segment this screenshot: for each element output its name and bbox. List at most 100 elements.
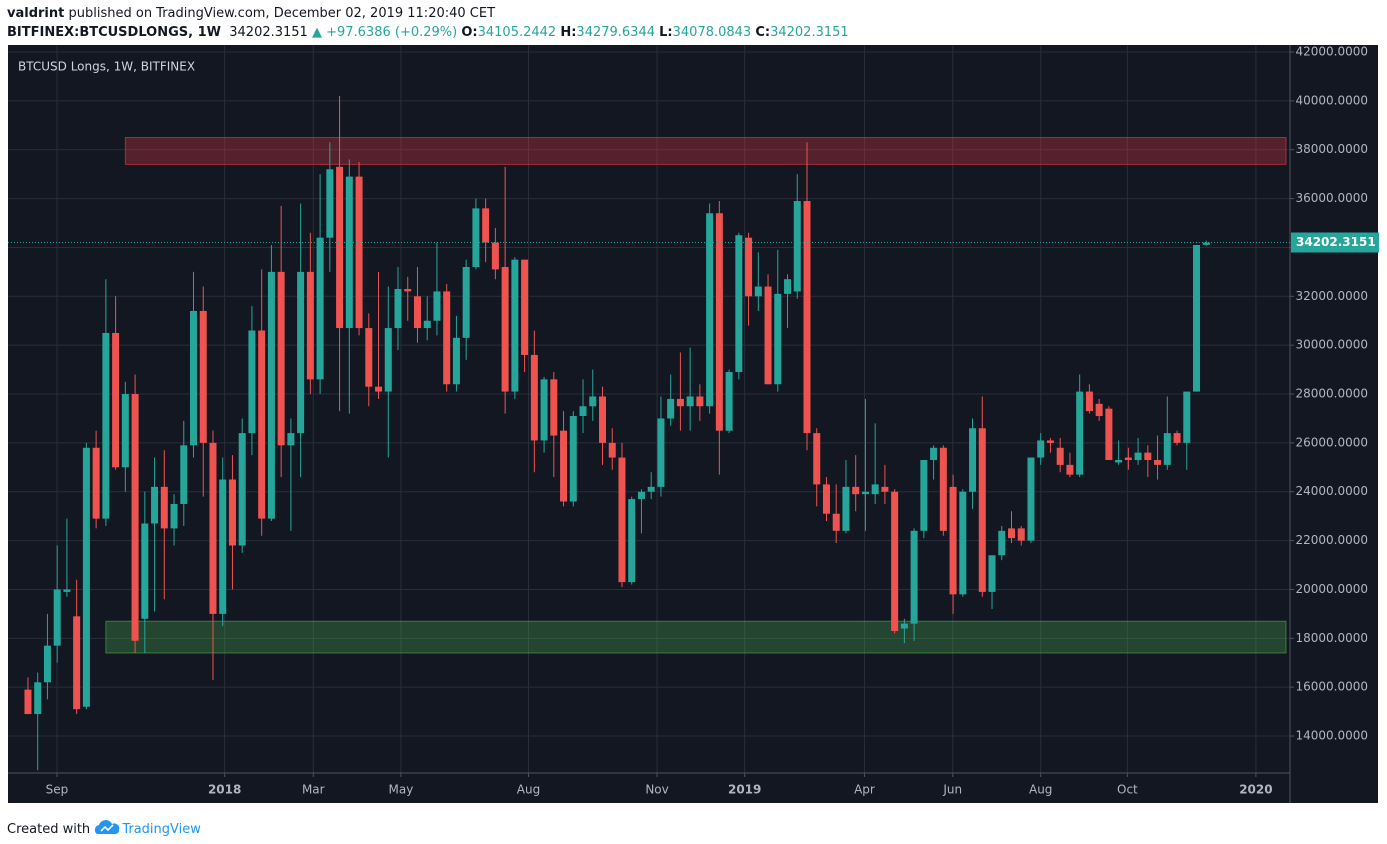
- candle-body: [472, 208, 480, 267]
- candle-body: [1202, 242, 1210, 245]
- x-tick-label: May: [389, 783, 414, 797]
- y-tick-label: 40000.0000: [1295, 93, 1368, 107]
- x-tick-label: 2018: [208, 783, 241, 797]
- candle-body: [209, 442, 217, 614]
- open-value: 34105.2442: [477, 25, 557, 40]
- candle-body: [433, 291, 441, 321]
- y-tick-label: 28000.0000: [1295, 387, 1368, 401]
- low-value: 34078.0843: [672, 25, 752, 40]
- close-value: 34202.3151: [770, 25, 849, 40]
- candle-body: [540, 379, 548, 441]
- candle-body: [345, 176, 353, 329]
- candle-body: [355, 176, 363, 329]
- author[interactable]: valdrint: [7, 6, 65, 21]
- quote-line: BITFINEX:BTCUSDLONGS, 1W 34202.3151 ▲ +9…: [7, 25, 849, 40]
- candle-body: [608, 442, 616, 458]
- candle-body: [832, 513, 840, 531]
- candle-body: [1056, 447, 1064, 465]
- candle-body: [131, 394, 139, 641]
- candle-body: [657, 418, 665, 487]
- legend: BTCUSD Longs, 1W, BITFINEX: [18, 60, 195, 74]
- candle-body: [1085, 391, 1093, 412]
- candle-body: [560, 430, 568, 502]
- candle-body: [822, 484, 830, 514]
- candle-body: [1027, 457, 1035, 541]
- chart-background: [8, 45, 1378, 803]
- x-tick-label: Aug: [517, 783, 540, 797]
- candle-body: [180, 445, 188, 504]
- candle-body: [667, 398, 675, 419]
- candle-body: [297, 271, 305, 434]
- last-price: 34202.3151: [229, 25, 308, 40]
- y-tick-label: 18000.0000: [1295, 631, 1368, 645]
- candle-body: [949, 486, 957, 595]
- candle-body: [881, 486, 889, 492]
- y-tick-label: 22000.0000: [1295, 533, 1368, 547]
- y-tick-label: 32000.0000: [1295, 289, 1368, 303]
- last-price-tag: [1291, 232, 1379, 253]
- candle-body: [73, 616, 81, 710]
- candle-body: [1173, 433, 1181, 443]
- candle-body: [413, 296, 421, 329]
- candle-body: [725, 372, 733, 431]
- zone: [105, 620, 1287, 654]
- candle-body: [599, 396, 607, 443]
- change: ▲ +97.6386 (+0.29%): [311, 25, 458, 40]
- x-tick-label: 2020: [1239, 783, 1272, 797]
- candle-body: [900, 623, 908, 629]
- candle-body: [190, 310, 198, 446]
- candle-body: [238, 433, 246, 546]
- candle-body: [384, 328, 392, 392]
- candle-body: [43, 645, 51, 683]
- candle-body: [550, 379, 558, 436]
- candle-body: [793, 201, 801, 292]
- zone: [124, 137, 1287, 165]
- y-tick-label: 16000.0000: [1295, 680, 1368, 694]
- brand[interactable]: TradingView: [122, 822, 201, 837]
- candle-body: [1037, 440, 1045, 458]
- candle-body: [920, 459, 928, 531]
- candle-body: [696, 396, 704, 407]
- candle-body: [637, 491, 645, 500]
- close-label: C:: [755, 25, 771, 40]
- candle-body: [1017, 528, 1025, 541]
- candle-body: [151, 486, 159, 524]
- candle-body: [1076, 391, 1084, 475]
- y-tick-label: 36000.0000: [1295, 191, 1368, 205]
- y-tick-label: 26000.0000: [1295, 435, 1368, 449]
- candle-body: [404, 288, 412, 292]
- candle-body: [423, 320, 431, 329]
- candle-body: [24, 689, 32, 715]
- x-tick-label: Oct: [1117, 783, 1138, 797]
- candle-body: [511, 259, 519, 392]
- candle-body: [1105, 408, 1113, 460]
- candle-body: [258, 330, 266, 519]
- candle-body: [34, 682, 42, 715]
- candle-body: [316, 237, 324, 380]
- candle-body: [443, 291, 451, 385]
- candle-body: [102, 332, 110, 519]
- candle-body: [82, 447, 90, 707]
- y-tick-label: 14000.0000: [1295, 729, 1368, 743]
- candle-body: [764, 286, 772, 385]
- candle-body: [1115, 459, 1123, 463]
- candle-body: [813, 433, 821, 485]
- candle-body: [365, 328, 373, 387]
- x-tick-label: Sep: [46, 783, 69, 797]
- last-price-label: 34202.3151: [1296, 235, 1376, 249]
- candle-body: [1154, 459, 1162, 465]
- candle-body: [482, 208, 490, 243]
- candle-body: [491, 242, 499, 270]
- y-tick-label: 24000.0000: [1295, 484, 1368, 498]
- x-tick-label: 2019: [728, 783, 761, 797]
- candle-body: [452, 337, 460, 385]
- candle-body: [277, 271, 285, 446]
- candle-body: [248, 330, 256, 434]
- candle-body: [784, 279, 792, 294]
- candle-body: [735, 235, 743, 373]
- candle-body: [141, 523, 149, 619]
- candle-body: [910, 530, 918, 624]
- candle-body: [1007, 528, 1015, 539]
- candle-body: [394, 288, 402, 329]
- candle-body: [686, 396, 694, 407]
